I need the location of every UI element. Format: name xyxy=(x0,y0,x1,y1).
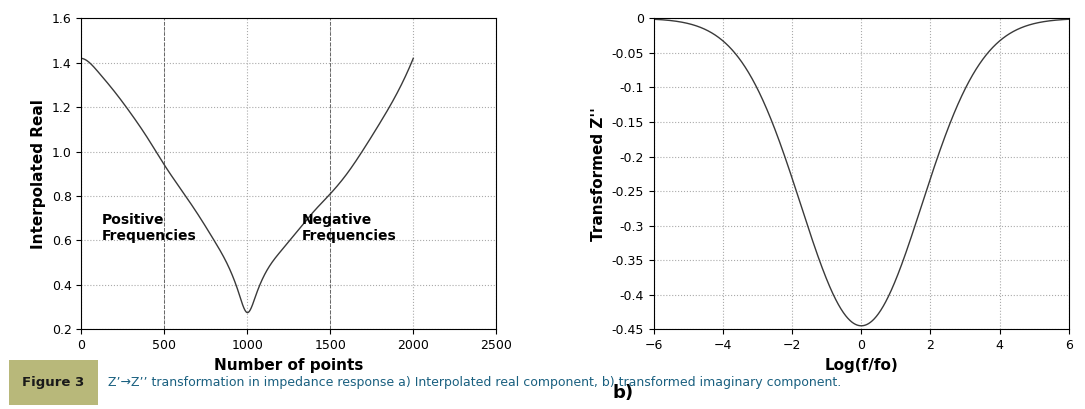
Text: Negative
Frequencies: Negative Frequencies xyxy=(302,213,397,243)
FancyBboxPatch shape xyxy=(9,360,98,405)
X-axis label: Number of points: Number of points xyxy=(214,357,363,373)
Text: Positive
Frequencies: Positive Frequencies xyxy=(101,213,196,243)
Text: b): b) xyxy=(612,384,634,402)
Y-axis label: Transformed Z'': Transformed Z'' xyxy=(591,107,607,241)
Text: Z’→Z’’ transformation in impedance response a) Interpolated real component, b) t: Z’→Z’’ transformation in impedance respo… xyxy=(108,376,842,389)
Text: Figure 3: Figure 3 xyxy=(22,376,85,389)
X-axis label: Log(f/fo): Log(f/fo) xyxy=(825,357,898,373)
Y-axis label: Interpolated Real: Interpolated Real xyxy=(31,99,46,249)
Text: a): a) xyxy=(40,384,60,402)
